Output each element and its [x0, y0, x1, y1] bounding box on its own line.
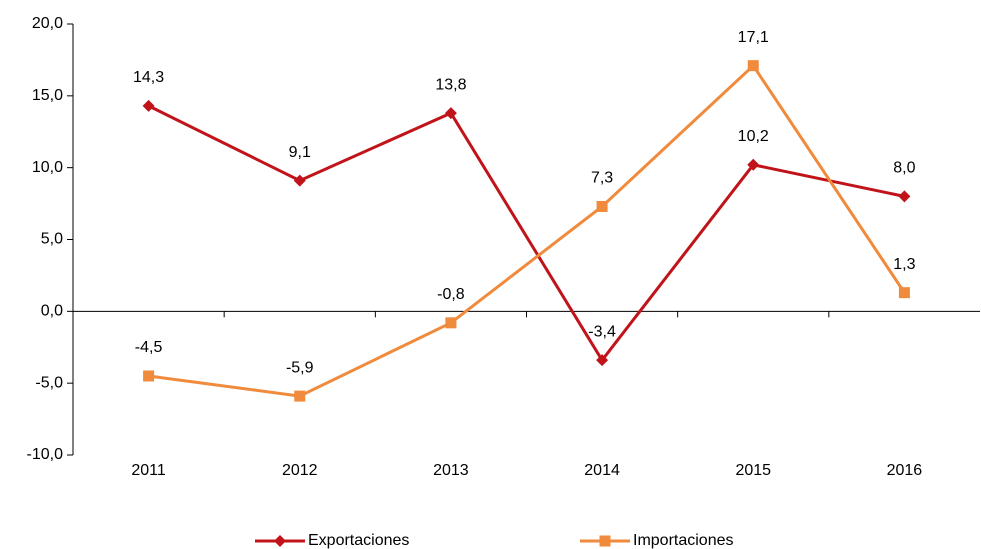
y-tick-label: -5,0 — [35, 374, 63, 391]
point — [898, 287, 910, 299]
legend-marker — [274, 535, 286, 547]
x-tick-label: 2016 — [887, 462, 923, 479]
data-label: 8,0 — [893, 160, 915, 177]
data-label: -4,5 — [135, 339, 163, 356]
y-tick-label: 15,0 — [32, 87, 63, 104]
x-tick-label: 2013 — [433, 462, 469, 479]
y-tick-label: 20,0 — [32, 15, 63, 32]
point — [898, 190, 911, 203]
data-label: 10,2 — [738, 128, 769, 145]
point — [596, 354, 609, 367]
point — [444, 107, 457, 120]
legend-label: Importaciones — [633, 532, 734, 549]
data-label: 14,3 — [133, 69, 164, 86]
y-tick-label: 5,0 — [41, 231, 63, 248]
point — [596, 200, 608, 212]
point — [747, 60, 759, 72]
y-tick-label: -10,0 — [27, 446, 64, 463]
data-label: -5,9 — [286, 359, 314, 376]
data-label: -0,8 — [437, 286, 465, 303]
y-tick-label: 10,0 — [32, 159, 63, 176]
x-tick-label: 2011 — [131, 462, 166, 479]
data-label: 17,1 — [738, 29, 769, 46]
y-tick-label: 0,0 — [41, 303, 63, 320]
x-tick-label: 2014 — [584, 462, 620, 479]
point — [445, 317, 457, 329]
point — [293, 174, 306, 187]
point — [294, 390, 306, 402]
point — [142, 99, 155, 112]
data-label: 1,3 — [893, 256, 915, 273]
x-tick-label: 2012 — [282, 462, 318, 479]
point — [747, 158, 760, 171]
point — [143, 370, 155, 382]
legend-marker — [599, 535, 611, 547]
data-label: 7,3 — [591, 170, 613, 187]
series-line — [147, 104, 905, 363]
legend-label: Exportaciones — [308, 532, 409, 549]
data-label: 9,1 — [289, 144, 311, 161]
x-tick-label: 2015 — [735, 462, 771, 479]
data-label: -3,4 — [588, 323, 616, 340]
series-line — [148, 63, 906, 398]
data-label: 13,8 — [435, 76, 466, 93]
